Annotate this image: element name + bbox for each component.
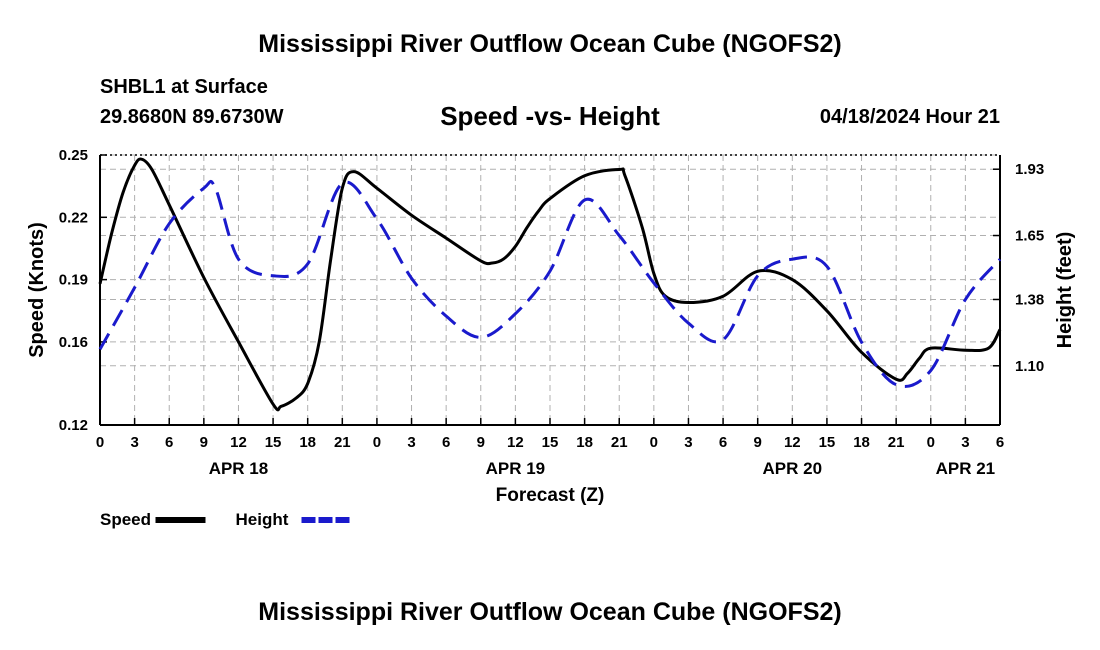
x-tick-label: 3 xyxy=(684,434,692,451)
y-left-tick-label: 0.22 xyxy=(59,209,88,226)
legend-label-speed: Speed xyxy=(100,510,151,529)
y-axis-title-right: Height (feet) xyxy=(1054,232,1076,349)
x-tick-label: 21 xyxy=(888,434,905,451)
legend-label-height: Height xyxy=(236,510,289,529)
chart-main-title: Mississippi River Outflow Ocean Cube (NG… xyxy=(258,30,842,58)
x-tick-label: 0 xyxy=(650,434,658,451)
x-tick-label: 18 xyxy=(299,434,316,451)
x-tick-label: 12 xyxy=(230,434,247,451)
x-tick-label: 6 xyxy=(165,434,173,451)
x-tick-label: 0 xyxy=(927,434,935,451)
x-axis-title: Forecast (Z) xyxy=(496,485,605,506)
x-tick-label: 18 xyxy=(576,434,593,451)
y-right-tick-label: 1.38 xyxy=(1015,291,1044,308)
footer-title: Mississippi River Outflow Ocean Cube (NG… xyxy=(258,598,842,626)
x-tick-label: 18 xyxy=(853,434,870,451)
y-left-tick-label: 0.25 xyxy=(59,147,88,164)
forecast-datetime: 04/18/2024 Hour 21 xyxy=(819,106,1000,128)
y-left-tick-label: 0.16 xyxy=(59,334,88,351)
x-tick-label: 9 xyxy=(200,434,208,451)
x-tick-label: 3 xyxy=(961,434,969,451)
y-left-tick-label: 0.19 xyxy=(59,272,88,289)
series-line-height xyxy=(98,179,1002,388)
x-tick-label: 15 xyxy=(542,434,559,451)
x-tick-label: 21 xyxy=(334,434,351,451)
y-right-tick-label: 1.10 xyxy=(1015,358,1044,375)
x-tick-label: 15 xyxy=(819,434,836,451)
series-line-speed xyxy=(98,157,1002,412)
x-tick-label: 6 xyxy=(442,434,450,451)
x-tick-label: 21 xyxy=(611,434,628,451)
x-tick-label: 0 xyxy=(96,434,104,451)
x-tick-label: 0 xyxy=(373,434,381,451)
chart-subtitle: Speed -vs- Height xyxy=(440,101,660,131)
x-tick-label: 6 xyxy=(719,434,727,451)
x-tick-label: 9 xyxy=(477,434,485,451)
y-right-tick-label: 1.65 xyxy=(1015,228,1044,245)
station-coordinates: 29.8680N 89.6730W xyxy=(100,106,284,128)
x-tick-label: 15 xyxy=(265,434,282,451)
x-date-label: APR 21 xyxy=(936,459,996,478)
x-tick-label: 9 xyxy=(754,434,762,451)
x-date-label: APR 19 xyxy=(486,459,546,478)
x-tick-label: 12 xyxy=(507,434,524,451)
y-left-tick-label: 0.12 xyxy=(59,417,88,434)
y-axis-title-left: Speed (Knots) xyxy=(26,222,48,358)
x-date-label: APR 18 xyxy=(209,459,269,478)
x-date-label: APR 20 xyxy=(763,459,823,478)
x-tick-label: 12 xyxy=(784,434,801,451)
y-right-tick-label: 1.93 xyxy=(1015,161,1044,178)
station-label: SHBL1 at Surface xyxy=(100,76,268,98)
x-tick-label: 3 xyxy=(407,434,415,451)
x-tick-label: 3 xyxy=(130,434,138,451)
x-tick-label: 6 xyxy=(996,434,1004,451)
